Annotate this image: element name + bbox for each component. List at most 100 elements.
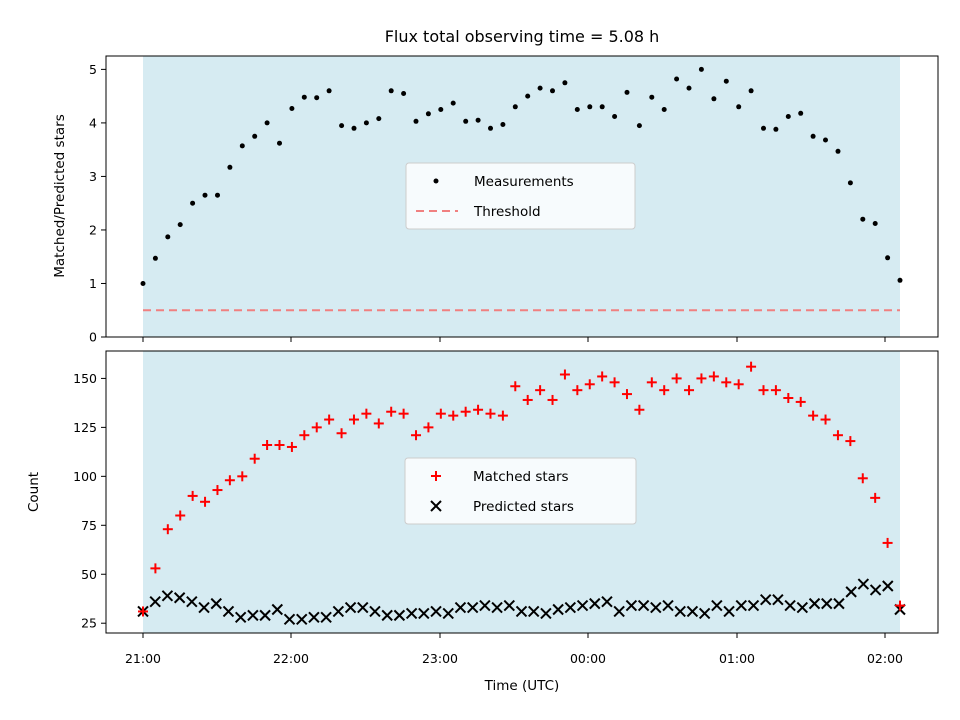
measurement-point	[289, 106, 295, 111]
measurement-point	[587, 104, 593, 110]
matched-point	[299, 430, 310, 441]
top-y-tick-label: 1	[89, 276, 97, 291]
predicted-point	[564, 601, 577, 614]
top-panel-frame	[105, 55, 939, 338]
predicted-point	[796, 601, 809, 614]
predicted-point	[344, 601, 357, 614]
predicted-point	[552, 603, 564, 616]
matched-point	[224, 475, 235, 486]
predicted-point	[821, 597, 833, 610]
predicted-point	[735, 599, 747, 612]
matched-point	[721, 377, 732, 388]
top-y-tick-label: 0	[89, 330, 97, 345]
predicted-point	[674, 605, 686, 618]
predicted-point	[186, 595, 198, 608]
matched-point	[435, 408, 446, 419]
matched-point	[547, 394, 558, 405]
measurement-point	[177, 222, 183, 228]
measurement-point	[550, 88, 555, 94]
predicted-point	[857, 578, 870, 590]
matched-point	[249, 453, 260, 464]
predicted-point	[625, 599, 638, 612]
predicted-point	[650, 601, 662, 614]
legend-matched-label: Matched stars	[473, 469, 569, 485]
measurement-point	[413, 118, 419, 124]
predicted-stars-series	[137, 578, 906, 625]
measurement-point	[239, 143, 245, 149]
measurement-point	[450, 100, 456, 106]
bottom-y-axis-label: Count	[26, 472, 42, 512]
matched-point	[274, 440, 285, 450]
matched-point	[162, 524, 173, 535]
measurement-point	[612, 114, 618, 119]
matched-point	[783, 393, 794, 403]
bottom-legend-box	[404, 457, 637, 525]
matched-point	[684, 385, 695, 396]
predicted-point	[711, 599, 723, 612]
matched-point	[870, 492, 881, 503]
predicted-point	[833, 597, 845, 610]
matched-point	[808, 410, 819, 421]
matched-point	[373, 418, 384, 429]
predicted-point	[772, 594, 784, 606]
matched-point	[559, 369, 570, 380]
predicted-point	[503, 599, 515, 612]
matched-point	[348, 414, 359, 425]
matched-point	[448, 410, 459, 421]
bottom-y-tick-label: 125	[73, 420, 97, 435]
bottom-y-tick-label: 50	[81, 567, 97, 582]
predicted-point	[173, 592, 186, 604]
measurement-point	[649, 94, 655, 100]
predicted-point	[430, 605, 442, 618]
predicted-point	[540, 607, 552, 620]
top-y-tick-label: 2	[89, 222, 97, 237]
matched-point	[324, 414, 335, 425]
predicted-point	[418, 607, 430, 620]
matched-point	[708, 371, 719, 382]
matched-point	[795, 396, 806, 407]
predicted-point	[882, 580, 894, 592]
predicted-point	[637, 599, 650, 612]
measurement-point	[500, 122, 506, 127]
bottom-y-tick-label: 150	[73, 371, 97, 386]
measurement-point	[351, 125, 357, 131]
measurement-point	[363, 120, 369, 126]
matched-point	[423, 422, 434, 433]
measurement-point	[388, 88, 394, 94]
matched-point	[882, 537, 893, 548]
chart-title: Flux total observing time = 5.08 h	[385, 27, 660, 46]
measurement-point	[624, 89, 630, 95]
measurement-point	[165, 234, 171, 240]
matched-point	[597, 371, 608, 382]
measurement-point	[537, 85, 543, 91]
bottom-y-tick-label: 25	[81, 616, 97, 631]
matched-point	[200, 496, 211, 507]
measurement-point	[376, 116, 382, 122]
measurement-point	[215, 192, 220, 198]
measurement-point	[773, 126, 779, 132]
top-y-axis: 0 1 2 3 4 5	[89, 62, 106, 345]
measurement-point	[686, 85, 692, 91]
measurement-point	[401, 91, 407, 96]
top-legend-box	[405, 162, 636, 230]
predicted-point	[686, 605, 699, 618]
measurement-point	[823, 137, 828, 143]
predicted-point	[381, 609, 393, 622]
bottom-y-tick-label: 75	[81, 518, 97, 533]
measurement-point	[140, 281, 146, 286]
measurement-point	[574, 107, 580, 112]
matched-point	[522, 394, 533, 405]
measurement-point	[525, 93, 531, 99]
matched-point	[411, 430, 422, 441]
predicted-point	[662, 599, 674, 612]
measurement-point	[661, 107, 667, 112]
matched-point	[584, 379, 595, 390]
matched-point	[671, 373, 682, 384]
bottom-panel-frame	[105, 350, 939, 634]
predicted-point	[296, 613, 308, 625]
matched-point	[262, 440, 273, 450]
measurements-series	[140, 66, 903, 286]
predicted-point	[528, 605, 540, 618]
legend-predicted-marker	[430, 500, 442, 512]
measurement-point	[438, 107, 444, 112]
